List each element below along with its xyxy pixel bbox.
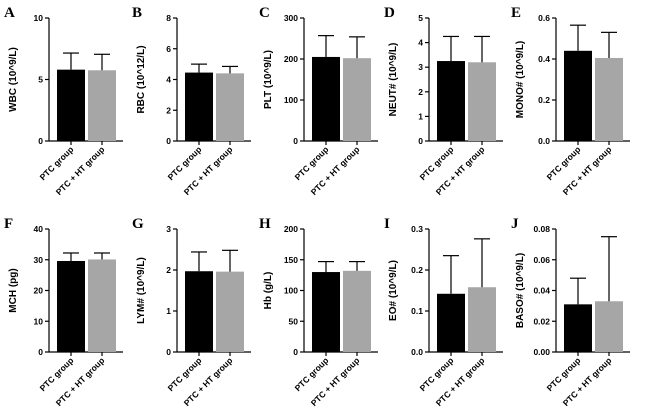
y-tick-label: 1	[166, 306, 171, 316]
y-tick-label: 0.0	[411, 347, 423, 357]
y-tick-label: 0	[38, 347, 43, 357]
y-tick-label: 3	[418, 62, 423, 72]
y-tick-label: 4	[166, 75, 171, 85]
y-tick-label: 10	[34, 316, 44, 326]
y-axis-label: LYM# (10^9/L)	[136, 257, 147, 324]
y-tick-label: 2	[166, 265, 171, 275]
y-tick-label: 0	[418, 136, 423, 146]
y-tick-label: 0	[293, 347, 298, 357]
y-axis-label: WBC (10^9/L)	[8, 47, 19, 112]
bar-ptc-ht-group	[468, 62, 496, 141]
y-tick-label: 10	[34, 13, 44, 23]
y-tick-label: 0	[166, 136, 171, 146]
bar-ptc-ht-group	[343, 58, 371, 141]
y-tick-label: 150	[284, 255, 298, 265]
y-tick-label: 0.06	[533, 255, 550, 265]
y-tick-label: 300	[284, 13, 298, 23]
y-tick-label: 200	[284, 224, 298, 234]
y-tick-label: 0	[293, 136, 298, 146]
panel-letter: A	[4, 5, 15, 21]
y-tick-label: 5	[418, 13, 423, 23]
y-tick-label: 20	[34, 286, 44, 296]
y-tick-label: 50	[289, 316, 299, 326]
y-tick-label: 0	[38, 136, 43, 146]
y-tick-label: 5	[38, 75, 43, 85]
panel-letter: G	[132, 216, 144, 232]
y-tick-label: 0.6	[538, 13, 550, 23]
bar-ptc-ht-group	[595, 301, 623, 352]
y-tick-label: 6	[166, 44, 171, 54]
panel-letter: I	[384, 216, 390, 232]
bar-ptc-group	[185, 72, 213, 141]
y-tick-label: 0.2	[538, 95, 550, 105]
panel-letter: C	[259, 5, 270, 21]
y-tick-label: 1	[418, 111, 423, 121]
y-axis-label: RBC (10^12/L)	[136, 45, 147, 113]
y-tick-label: 100	[284, 95, 298, 105]
panel-letter: J	[511, 216, 519, 232]
bar-ptc-group	[312, 56, 340, 142]
y-tick-label: 0.02	[533, 316, 550, 326]
y-tick-label: 0	[166, 347, 171, 357]
y-tick-label: 8	[166, 13, 171, 23]
y-tick-label: 0.1	[411, 306, 423, 316]
y-axis-label: MONO# (10^9/L)	[515, 41, 526, 119]
y-tick-label: 4	[418, 38, 423, 48]
y-tick-label: 100	[284, 286, 298, 296]
panel-letter: E	[511, 5, 521, 21]
bar-ptc-group	[437, 61, 465, 141]
bar-ptc-ht-group	[216, 271, 244, 352]
bar-ptc-ht-group	[216, 73, 244, 141]
bar-ptc-ht-group	[468, 287, 496, 352]
y-tick-label: 200	[284, 54, 298, 64]
panel-letter: H	[259, 216, 271, 232]
bar-ptc-group	[312, 272, 340, 352]
panel-letter: D	[384, 5, 395, 21]
bar-ptc-ht-group	[88, 70, 116, 141]
y-axis-label: NEUT# (10^9/L)	[388, 43, 399, 117]
bar-ptc-group	[564, 304, 592, 352]
bar-ptc-group	[57, 260, 85, 352]
bar-ptc-group	[437, 293, 465, 352]
y-tick-label: 0.3	[411, 224, 423, 234]
bar-ptc-ht-group	[595, 57, 623, 141]
panel-letter: F	[4, 216, 13, 232]
y-tick-label: 2	[418, 87, 423, 97]
y-axis-label: BASO# (10^9/L)	[515, 253, 526, 328]
y-tick-label: 0.08	[533, 224, 550, 234]
bar-ptc-group	[57, 69, 85, 141]
y-axis-label: Hb (g/L)	[263, 272, 274, 310]
y-axis-label: EO# (10^9/L)	[388, 260, 399, 321]
y-tick-label: 0.04	[533, 286, 550, 296]
bar-ptc-group	[185, 271, 213, 352]
y-tick-label: 0.4	[538, 54, 550, 64]
y-tick-label: 3	[166, 224, 171, 234]
panel-letter: B	[132, 5, 142, 21]
y-tick-label: 0.0	[538, 136, 550, 146]
y-axis-label: MCH (pg)	[8, 268, 19, 312]
y-tick-label: 40	[34, 224, 44, 234]
y-tick-label: 0.2	[411, 265, 423, 275]
y-tick-label: 2	[166, 105, 171, 115]
y-tick-label: 0.00	[533, 347, 550, 357]
y-axis-label: PLT (10^9/L)	[263, 50, 274, 109]
bar-ptc-ht-group	[88, 259, 116, 352]
y-tick-label: 30	[34, 255, 44, 265]
bar-ptc-group	[564, 50, 592, 141]
bar-ptc-ht-group	[343, 270, 371, 352]
